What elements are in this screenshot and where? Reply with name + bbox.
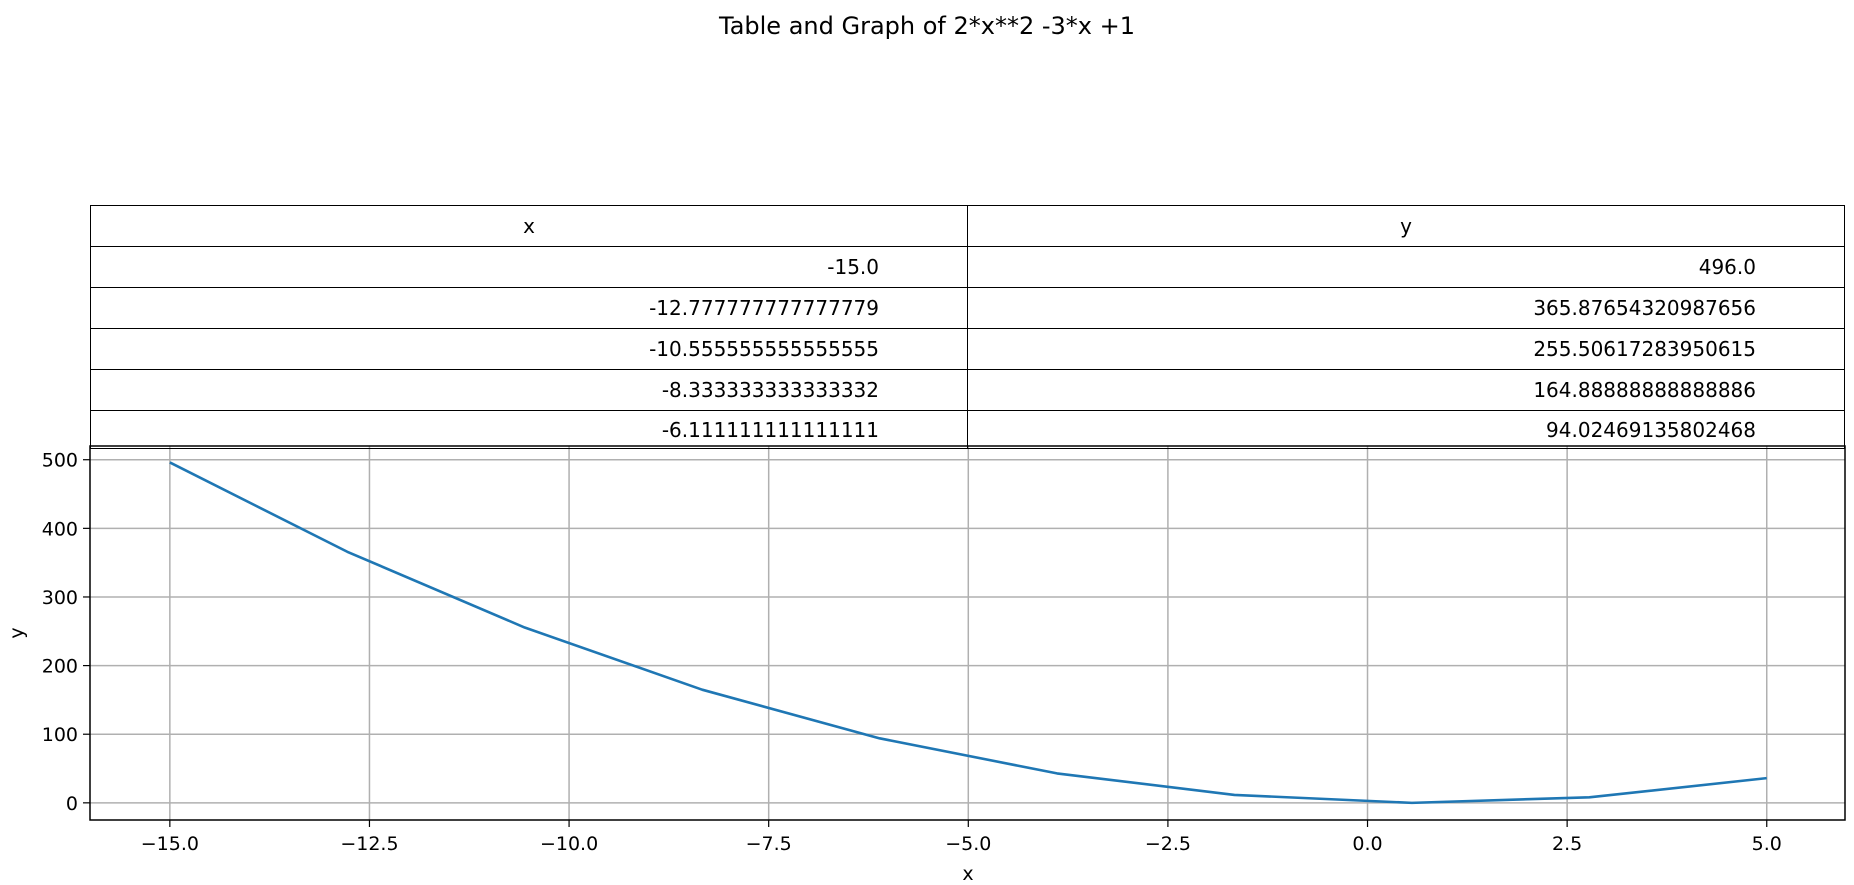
y-tick-label: 500 xyxy=(42,450,78,472)
table-header-x: x xyxy=(90,205,968,247)
table-cell-x: -10.555555555555555 xyxy=(90,328,968,370)
y-tick-label: 300 xyxy=(42,587,78,609)
table-cell-y: 164.88888888888886 xyxy=(967,369,1845,411)
x-tick-label: −12.5 xyxy=(340,833,398,855)
page-title: Table and Graph of 2*x**2 -3*x +1 xyxy=(719,12,1135,40)
x-tick-label: −2.5 xyxy=(1145,833,1191,855)
y-tick-label: 100 xyxy=(42,724,78,746)
table-header-row: x y xyxy=(90,205,1845,247)
x-tick-label: 5.0 xyxy=(1752,833,1782,855)
table-cell-y: 255.50617283950615 xyxy=(967,328,1845,370)
grid-lines xyxy=(90,446,1845,820)
series-lines xyxy=(169,461,1767,805)
y-tick-label: 400 xyxy=(42,518,78,540)
x-axis-label: x xyxy=(962,863,973,885)
table-cell-y: 365.87654320987656 xyxy=(967,287,1845,329)
table-cell-x: -12.777777777777779 xyxy=(90,287,968,329)
plot-frame xyxy=(89,445,1846,821)
x-tick-label: 0.0 xyxy=(1352,833,1382,855)
x-tick-label: −7.5 xyxy=(746,833,792,855)
table-cell-x: -8.333333333333332 xyxy=(90,369,968,411)
x-tick-label: 2.5 xyxy=(1552,833,1582,855)
x-tick-label: −10.0 xyxy=(540,833,598,855)
series-line xyxy=(169,461,1767,805)
x-tick-label: −5.0 xyxy=(945,833,991,855)
table-cell-x: -6.111111111111111 xyxy=(90,410,968,449)
data-table: x y -15.0 496.0 -12.777777777777779 365.… xyxy=(90,205,1845,449)
x-tick-label: −15.0 xyxy=(141,833,199,855)
y-tick-label: 0 xyxy=(66,793,78,815)
y-axis-label: y xyxy=(6,627,28,638)
axes xyxy=(83,445,1846,827)
table-row: -8.333333333333332 164.88888888888886 xyxy=(90,369,1845,411)
table-cell-y: 496.0 xyxy=(967,246,1845,288)
table-row: -6.111111111111111 94.02469135802468 xyxy=(90,410,1845,449)
table-row: -12.777777777777779 365.87654320987656 xyxy=(90,287,1845,329)
table-header-y: y xyxy=(967,205,1845,247)
y-tick-label: 200 xyxy=(42,656,78,678)
table-row: -15.0 496.0 xyxy=(90,246,1845,288)
tick-labels: −15.0 −12.5 −10.0 −7.5 −5.0 −2.5 0.0 2.5 5.0 0 100… xyxy=(42,450,1782,855)
table-cell-y: 94.02469135802468 xyxy=(967,410,1845,449)
table-row: -10.555555555555555 255.50617283950615 xyxy=(90,328,1845,370)
table-cell-x: -15.0 xyxy=(90,246,968,288)
